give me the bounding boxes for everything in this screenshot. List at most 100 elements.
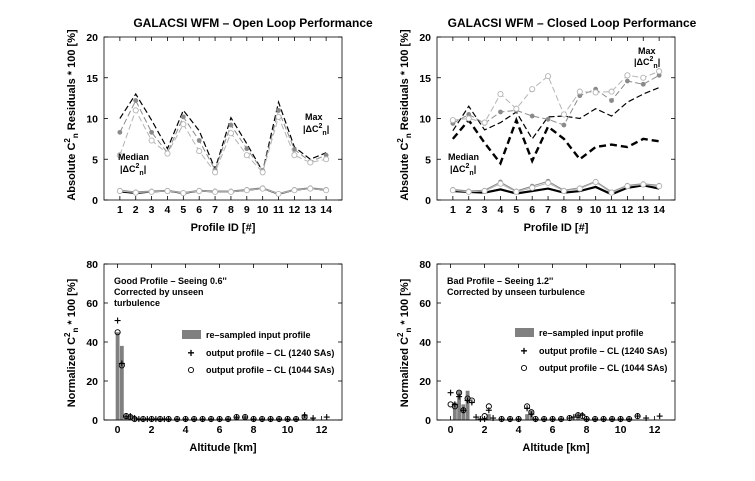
plus-marker [447, 389, 454, 396]
data-point [132, 189, 139, 196]
plus-marker [498, 416, 505, 423]
plus-marker [301, 412, 308, 419]
data-point [180, 190, 187, 197]
plus-marker [570, 414, 577, 421]
legend-circle-marker [520, 364, 528, 372]
plot-area [104, 317, 342, 423]
series-line [119, 99, 327, 172]
data-point [212, 188, 219, 195]
data-point [243, 152, 250, 159]
data-point [497, 180, 504, 187]
plus-marker [617, 416, 624, 423]
x-tick-label: 1 [450, 204, 456, 216]
plus-marker [216, 416, 223, 423]
y-tick-label: 0 [92, 195, 98, 207]
x-tick-label: 7 [212, 204, 218, 216]
y-tick-label: 5 [425, 154, 431, 166]
plus-marker [473, 414, 480, 421]
y-tick-label: 40 [86, 337, 98, 349]
y-tick-label: 20 [86, 32, 98, 44]
plus-marker [293, 416, 300, 423]
plus-marker [579, 412, 586, 419]
panel-open-loop: GALACSI WFM – Open Loop Performance Abso… [63, 16, 373, 234]
annotation-max-delta: |ΔC2n| [303, 123, 329, 137]
bar [119, 345, 124, 420]
data-point [529, 113, 535, 119]
data-point [323, 156, 330, 163]
data-point [608, 189, 615, 196]
x-tick-label: 10 [590, 204, 602, 216]
profile-caption-line: Bad Profile – Seeing 1.2'' [447, 276, 553, 286]
profile-caption-line: Corrected by unseen turbulence [447, 287, 585, 297]
data-point [307, 159, 314, 166]
data-point [513, 188, 520, 195]
x-tick-label: 6 [529, 204, 535, 216]
x-tick-label: 1 [117, 204, 123, 216]
data-point [498, 109, 503, 115]
plus-marker [165, 416, 172, 423]
data-point [624, 183, 631, 190]
data-point [116, 187, 123, 195]
data-point [640, 181, 647, 188]
plus-marker [481, 416, 488, 423]
plus-marker [532, 416, 539, 423]
data-point [529, 86, 536, 93]
y-tick-label: 5 [92, 154, 98, 166]
plus-marker [208, 416, 215, 423]
data-point [513, 105, 520, 112]
annotation-max: Max |ΔC2n| [634, 46, 660, 70]
legend-label: output profile – CL (1240 SAs) [539, 346, 667, 356]
data-point [133, 98, 139, 103]
plot-area [449, 68, 663, 196]
data-point [577, 93, 583, 99]
plus-marker [600, 416, 607, 423]
x-tick-label: 3 [149, 204, 155, 216]
legend: re–sampled input profile + output profil… [182, 330, 334, 375]
legend-label: output profile – CL (1044 SAs) [206, 365, 334, 375]
x-tick-label: 4 [516, 424, 522, 436]
plus-marker [118, 360, 125, 367]
bar [457, 390, 462, 420]
plus-marker [456, 393, 463, 400]
plus-marker [233, 414, 240, 421]
y-tick-label: 0 [92, 415, 98, 427]
annotation-median: Median |ΔC2n| [118, 152, 149, 177]
plus-marker [191, 416, 198, 423]
y-tick-label: 15 [419, 73, 431, 85]
y-axis-label: Absolute C2n Residuals * 100 [%] [63, 29, 80, 201]
data-point [466, 112, 472, 117]
plus-marker [524, 405, 531, 412]
data-point [561, 122, 567, 128]
data-point [640, 81, 646, 87]
data-point [529, 184, 536, 191]
data-point [227, 188, 234, 195]
annotation-median-title: Median [448, 152, 479, 162]
x-tick-label: 9 [577, 204, 583, 216]
x-tick-label: 12 [316, 424, 328, 436]
annotation-median-delta: |ΔC2n| [120, 163, 146, 177]
data-point [656, 72, 662, 78]
x-tick-label: 8 [228, 204, 234, 216]
plus-marker [583, 416, 590, 423]
data-point [323, 187, 330, 194]
x-tick-label: 4 [498, 204, 504, 216]
series-line [119, 109, 327, 174]
data-point [116, 152, 123, 159]
y-tick-label: 40 [419, 337, 431, 349]
data-point [276, 107, 281, 113]
data-point [624, 72, 631, 79]
plus-marker [114, 317, 121, 324]
data-point [545, 73, 552, 80]
plus-marker [558, 416, 565, 423]
plus-marker [626, 416, 633, 423]
y-tick-label: 60 [419, 298, 431, 310]
x-tick-label: 13 [637, 204, 649, 216]
data-point [180, 114, 186, 120]
series-line [119, 92, 327, 174]
x-tick-label: 8 [584, 424, 590, 436]
data-point [275, 113, 282, 120]
plus-marker [464, 397, 471, 404]
x-tick-label: 2 [466, 204, 472, 216]
axes-frame [103, 263, 343, 421]
annotation-median-title: Median [118, 152, 149, 162]
